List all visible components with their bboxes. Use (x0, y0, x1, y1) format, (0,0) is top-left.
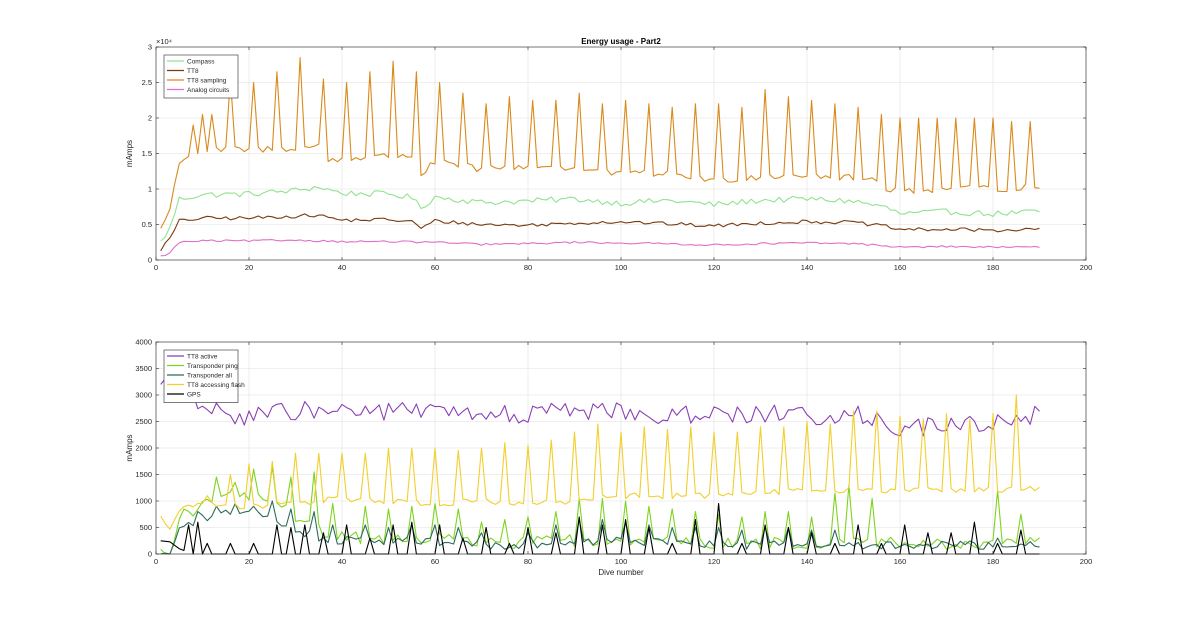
y-tick-label: 1000 (135, 497, 152, 506)
energy-usage-top-plot: 0 20 40 60 80 100 120 140 160 180 200 0 0.5 1 1.5 2 2.5 3… (125, 37, 1092, 272)
legend: Compass TT8 TT8 sampling Analog circuits (163, 54, 239, 99)
y-tick-label: 1500 (135, 470, 152, 479)
y-tick-label: 500 (139, 523, 152, 532)
x-tick-label: 120 (708, 557, 721, 566)
x-tick-label: 60 (431, 263, 439, 272)
chart-title: Energy usage - Part2 (581, 37, 661, 46)
x-tick-label: 80 (524, 557, 532, 566)
y-axis-label: mAmps (125, 140, 134, 167)
legend-entry-tt8-active: TT8 active (187, 353, 218, 360)
x-tick-label: 80 (524, 263, 532, 272)
x-tick-label: 200 (1080, 263, 1093, 272)
legend-entry-tt8-sampling: TT8 sampling (187, 77, 227, 84)
x-tick-label: 160 (894, 263, 907, 272)
x-axis-label: Dive number (598, 568, 644, 577)
x-tick-label: 40 (338, 263, 346, 272)
y-tick-label: 0.5 (142, 220, 152, 229)
series-line-tt8-accessing-flash (160, 394, 1040, 530)
y-tick-label: 2.5 (142, 78, 152, 87)
y-axis-label: mAmps (125, 434, 134, 461)
series-line-tt8-sampling (160, 57, 1040, 229)
x-tick-label: 40 (338, 557, 346, 566)
legend-entry-transponder-all: Transponder all (187, 372, 232, 379)
x-tick-label: 120 (708, 263, 721, 272)
series-line-transponder-ping (160, 466, 1040, 555)
x-tick-label: 20 (245, 557, 253, 566)
series-line-compass (160, 186, 1040, 242)
y-tick-label: 3500 (135, 364, 152, 373)
y-tick-label: 1 (148, 185, 152, 194)
energy-usage-bottom-plot: 0 20 40 60 80 100 120 140 160 180 2000500100015002… (125, 338, 1092, 577)
legend-entry-tt8: TT8 (187, 68, 199, 75)
y-tick-label: 2 (148, 114, 152, 123)
x-tick-label: 200 (1080, 557, 1093, 566)
y-tick-label: 1.5 (142, 149, 152, 158)
legend-entry-transponder-ping: Transponder ping (187, 363, 238, 370)
y-tick-label: 3000 (135, 391, 152, 400)
legend-entry-compass: Compass (187, 58, 215, 65)
x-tick-label: 180 (987, 557, 1000, 566)
legend-box (163, 54, 239, 99)
series-line-tt8-active (160, 367, 1040, 437)
x-tick-label: 100 (615, 557, 628, 566)
legend-entry-tt8-accessing-flash: TT8 accessing flash (187, 382, 245, 389)
series-line-transponder-all (160, 500, 1040, 555)
legend-entry-gps: GPS (187, 391, 201, 398)
y-tick-label: 2000 (135, 444, 152, 453)
y-exponent-label: ×10⁴ (156, 37, 172, 46)
y-tick-label: 0 (148, 256, 152, 265)
y-tick-label: 4000 (135, 338, 152, 347)
y-tick-label: 2500 (135, 417, 152, 426)
legend: TT8 active Transponder ping Transponder al… (163, 349, 245, 403)
x-tick-label: 0 (154, 557, 158, 566)
x-tick-label: 180 (987, 263, 1000, 272)
series-line-analog-circuits (160, 239, 1040, 257)
x-tick-label: 20 (245, 263, 253, 272)
x-tick-label: 100 (615, 263, 628, 272)
y-tick-label: 3 (148, 43, 152, 52)
legend-entry-analog-circuits: Analog circuits (187, 87, 230, 94)
x-tick-label: 0 (154, 263, 158, 272)
x-tick-label: 60 (431, 557, 439, 566)
y-tick-label: 0 (148, 550, 152, 559)
x-tick-label: 140 (801, 263, 814, 272)
x-tick-label: 140 (801, 557, 814, 566)
x-tick-label: 160 (894, 557, 907, 566)
series-line-tt8 (160, 213, 1040, 252)
